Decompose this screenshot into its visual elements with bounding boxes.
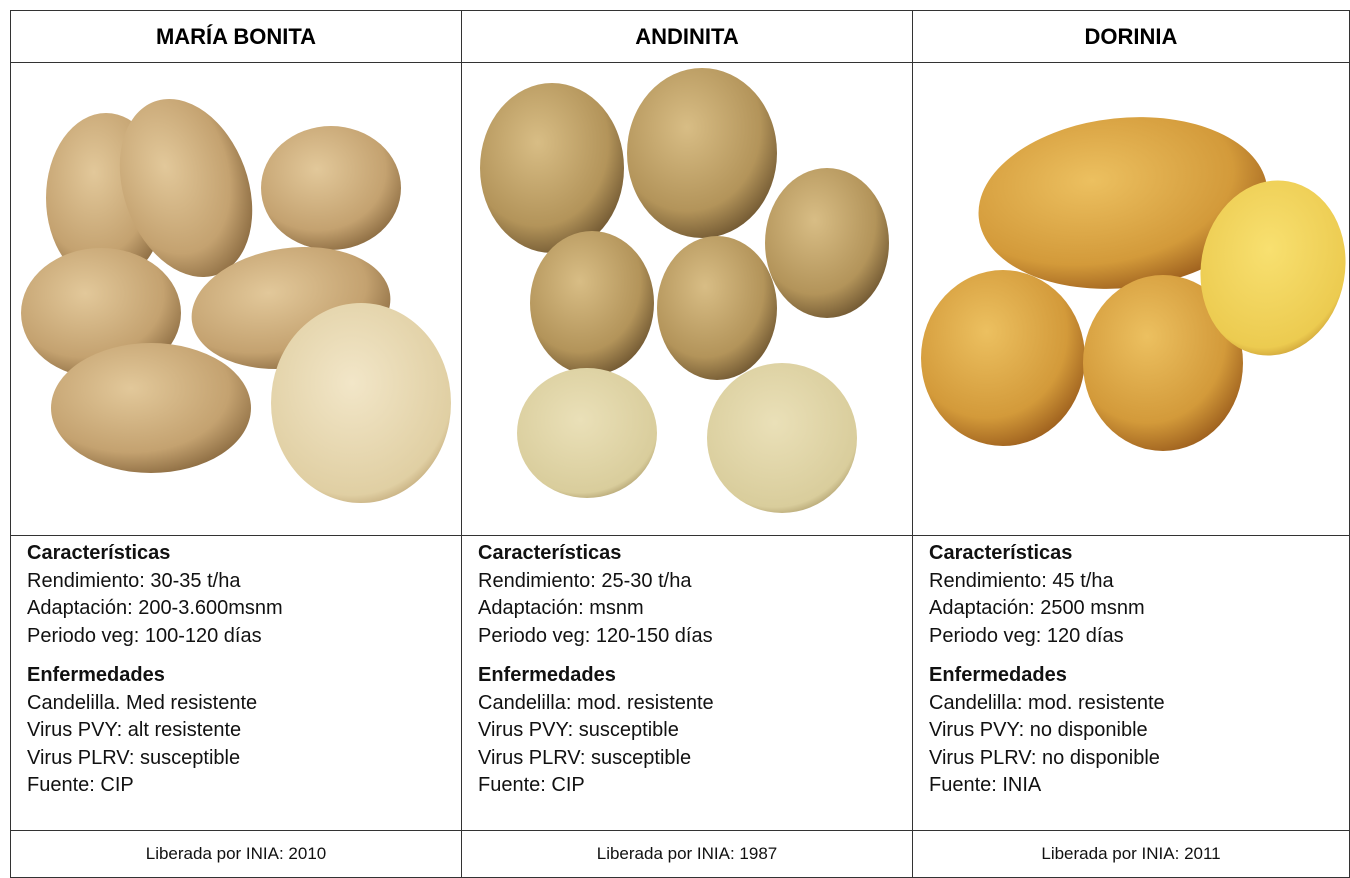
spacer xyxy=(929,650,1349,662)
info-cell: Características Rendimiento: 45 t/ha Adapt… xyxy=(912,535,1350,831)
image-cell xyxy=(461,62,913,536)
header-cell: MARÍA BONITA xyxy=(10,10,462,63)
section-title: Características xyxy=(27,542,171,564)
section-item: Adaptación: msnm xyxy=(478,597,644,619)
section-title: Enfermedades xyxy=(27,664,165,686)
section-item: Virus PLRV: susceptible xyxy=(27,746,241,769)
section-item: Virus PLRV: susceptible xyxy=(478,746,692,769)
section-item: Adaptación: 2500 msnm xyxy=(929,597,1145,619)
section-title: Enfermedades xyxy=(929,664,1067,686)
potato-image xyxy=(480,68,889,513)
section-item: Periodo veg: 120-150 días xyxy=(478,624,713,647)
image-cell xyxy=(10,62,462,536)
spacer xyxy=(27,650,461,662)
section-item: Fuente: CIP xyxy=(478,774,585,796)
header-cell: DORINIA xyxy=(912,10,1350,63)
section-item: Virus PVY: susceptible xyxy=(478,719,679,741)
info-cell: Características Rendimiento: 25-30 t/ha Ad… xyxy=(461,535,913,831)
potato-image xyxy=(921,117,1346,451)
footer-cell: Liberada por INIA: 1987 xyxy=(461,830,913,878)
footer-cell: Liberada por INIA: 2011 xyxy=(912,830,1350,878)
potato-image xyxy=(21,98,451,503)
footer-cell: Liberada por INIA: 2010 xyxy=(10,830,462,878)
section-item: Candelilla: mod. resistente xyxy=(929,691,1165,714)
section-item: Virus PVY: no disponible xyxy=(929,719,1148,741)
section-item: Fuente: INIA xyxy=(929,774,1042,796)
section-item: Virus PLRV: no disponible xyxy=(929,746,1160,769)
info-cell: Características Rendimiento: 30-35 t/ha Ad… xyxy=(10,535,462,831)
section-item: Rendimiento: 45 t/ha xyxy=(929,569,1114,592)
spacer xyxy=(478,650,912,662)
section-item: Virus PVY: alt resistente xyxy=(27,719,242,741)
section-title: Enfermedades xyxy=(478,664,616,686)
image-cell xyxy=(912,62,1350,536)
section-item: Fuente: CIP xyxy=(27,774,134,796)
section-item: Rendimiento: 30-35 t/ha xyxy=(27,569,241,592)
section-title: Características xyxy=(929,542,1073,564)
section-item: Rendimiento: 25-30 t/ha xyxy=(478,569,692,592)
section-item: Periodo veg: 100-120 días xyxy=(27,624,262,647)
section-item: Candelilla. Med resistente xyxy=(27,691,258,714)
header-cell: ANDINITA xyxy=(461,10,913,63)
section-title: Características xyxy=(478,542,622,564)
section-item: Candelilla: mod. resistente xyxy=(478,691,714,714)
section-item: Periodo veg: 120 días xyxy=(929,624,1124,647)
section-item: Adaptación: 200-3.600msnm xyxy=(27,597,283,619)
